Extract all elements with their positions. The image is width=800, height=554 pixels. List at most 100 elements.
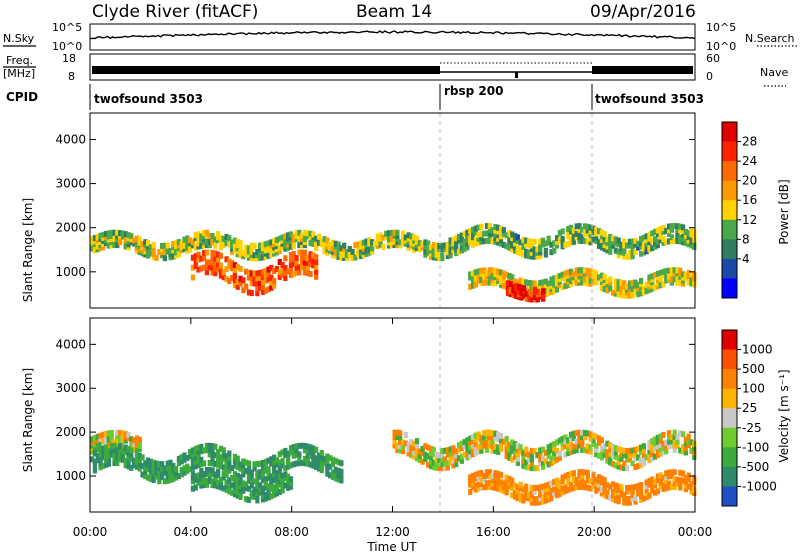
data-cell xyxy=(126,232,131,239)
data-cell xyxy=(524,252,529,259)
data-cell xyxy=(468,452,473,459)
data-cell xyxy=(577,480,582,487)
colorbar-tick-label: 8 xyxy=(742,232,750,246)
data-cell xyxy=(263,250,268,257)
data-cell xyxy=(316,456,322,463)
data-cell xyxy=(129,451,134,458)
data-cell xyxy=(202,236,207,243)
data-cell xyxy=(650,446,655,453)
data-cell xyxy=(182,236,187,243)
data-cell xyxy=(137,452,142,459)
data-cell xyxy=(468,235,473,242)
data-cell xyxy=(580,234,585,241)
data-cell xyxy=(426,249,431,256)
data-cell xyxy=(269,284,274,291)
data-cell xyxy=(216,237,221,244)
data-cell xyxy=(554,492,560,499)
data-cell xyxy=(636,445,641,452)
cpid-mode-2: rbsp 200 xyxy=(444,84,503,98)
data-cell xyxy=(522,292,527,299)
data-cell xyxy=(148,250,154,257)
data-cell xyxy=(644,490,649,497)
data-cell xyxy=(532,448,537,455)
data-cell xyxy=(529,456,534,463)
data-cell xyxy=(613,449,618,456)
data-cell xyxy=(510,231,515,238)
data-cell xyxy=(591,482,596,489)
data-cell xyxy=(462,443,467,450)
data-cell xyxy=(283,233,288,240)
data-cell xyxy=(132,457,137,464)
data-cell xyxy=(218,241,224,248)
data-cell xyxy=(98,447,103,454)
data-cell xyxy=(311,445,316,452)
data-cell xyxy=(627,280,632,287)
data-cell xyxy=(546,485,551,492)
data-cell xyxy=(364,241,369,248)
data-cell xyxy=(227,480,232,487)
data-cell xyxy=(498,275,504,282)
data-cell xyxy=(286,459,291,466)
data-cell xyxy=(543,281,548,288)
data-cell xyxy=(92,444,98,451)
data-cell xyxy=(218,267,224,274)
data-cell xyxy=(638,277,644,284)
data-cell xyxy=(580,237,585,244)
data-cell xyxy=(484,438,490,445)
data-cell xyxy=(650,276,655,283)
data-cell xyxy=(193,232,198,239)
data-cell xyxy=(613,247,618,254)
data-cell xyxy=(484,273,490,280)
data-cell xyxy=(582,279,588,286)
data-cell xyxy=(101,449,106,456)
data-cell xyxy=(574,223,579,230)
data-cell xyxy=(658,269,663,276)
x-tick-label: 00:00 xyxy=(73,525,108,539)
data-cell xyxy=(644,479,649,486)
data-cell xyxy=(470,273,476,280)
data-cell xyxy=(168,459,173,466)
data-cell xyxy=(468,444,473,451)
data-cell xyxy=(563,273,568,280)
colorbar-tick-label: -25 xyxy=(742,421,762,435)
data-cell xyxy=(608,442,613,449)
data-cell xyxy=(311,231,316,238)
data-cell xyxy=(490,279,495,286)
data-cell xyxy=(266,246,271,253)
data-cell xyxy=(244,485,249,492)
data-cell xyxy=(280,487,285,494)
data-cell xyxy=(356,250,361,257)
data-cell xyxy=(294,447,299,454)
data-cell xyxy=(538,238,543,245)
data-cell xyxy=(526,238,532,245)
data-cell xyxy=(613,445,618,452)
freq-label: Freq. xyxy=(6,54,33,67)
data-cell xyxy=(232,246,238,253)
data-cell xyxy=(532,499,537,506)
data-cell xyxy=(179,471,184,478)
data-cell xyxy=(423,456,428,463)
data-cell xyxy=(98,459,103,466)
data-cell xyxy=(658,226,663,233)
data-cell xyxy=(339,245,344,252)
data-cell xyxy=(571,271,576,278)
data-cell xyxy=(664,448,669,455)
data-cell xyxy=(92,244,98,251)
data-cell xyxy=(515,245,520,252)
data-cell xyxy=(232,476,238,483)
data-cell xyxy=(652,228,658,235)
data-cell xyxy=(613,284,618,291)
data-cell xyxy=(260,242,266,249)
data-cell xyxy=(619,451,624,458)
data-cell xyxy=(582,469,588,476)
data-cell xyxy=(529,242,534,249)
data-cell xyxy=(230,489,235,496)
data-cell xyxy=(473,275,478,282)
data-cell xyxy=(557,454,562,461)
data-cell xyxy=(468,439,473,446)
data-cell xyxy=(473,441,478,448)
data-cell xyxy=(148,467,154,474)
data-cell xyxy=(434,245,439,252)
data-cell xyxy=(266,271,271,278)
data-cell xyxy=(232,281,238,288)
